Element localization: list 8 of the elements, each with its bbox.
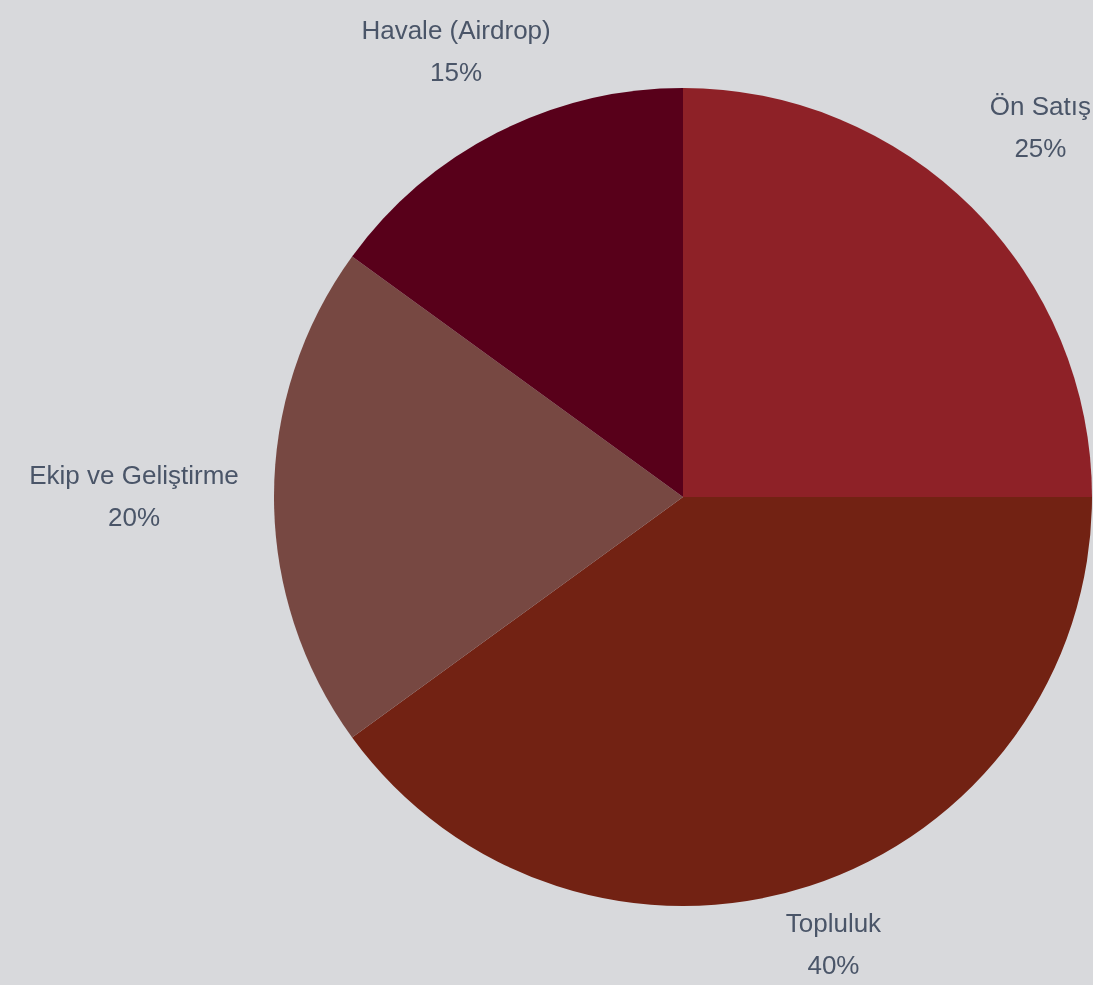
slice-label: Ön Satış — [989, 90, 1091, 121]
slice-label: Ekip ve Geliştirme — [29, 460, 239, 491]
data-label: 40% — [807, 950, 860, 981]
slice-label: Topluluk — [785, 908, 883, 939]
data-label: 20% — [107, 502, 161, 533]
slice-label: Havale (Airdrop) — [361, 14, 551, 45]
data-label: 25% — [1014, 132, 1067, 163]
data-label: 15% — [430, 56, 483, 87]
